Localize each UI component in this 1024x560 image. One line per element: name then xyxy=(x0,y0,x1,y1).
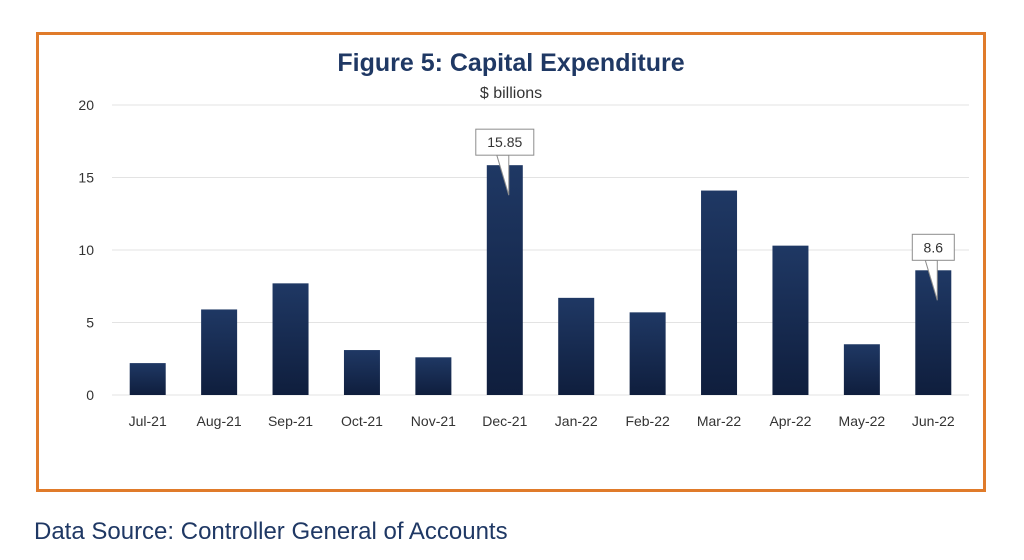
callout-box xyxy=(475,128,535,156)
bar xyxy=(343,350,380,395)
chart-subtitle: $ billions xyxy=(479,85,543,102)
y-tick-label: 5 xyxy=(86,315,94,331)
bar xyxy=(915,270,952,395)
y-tick-label: 0 xyxy=(86,387,94,403)
bar xyxy=(843,344,880,395)
x-tick-label: Oct-21 xyxy=(341,413,383,429)
x-tick-label: Mar-22 xyxy=(697,413,742,429)
x-tick-label: Sep-21 xyxy=(268,413,313,429)
data-label-callout: 15.85 xyxy=(475,128,535,196)
y-tick-label: 20 xyxy=(78,97,94,113)
bar xyxy=(772,245,809,395)
bar xyxy=(486,165,523,395)
bar xyxy=(558,297,595,395)
x-tick-label: Jun-22 xyxy=(912,413,955,429)
data-label: 15.85 xyxy=(487,134,522,150)
bar xyxy=(415,357,452,395)
bar xyxy=(272,283,309,395)
bar-chart: 0 5 10 15 20 Jul-21 Aug-21 Sep-21 Oct-21 Nov-21 De… xyxy=(78,97,969,429)
bar xyxy=(129,363,166,395)
chart-frame: Figure 5: Capital Expenditure $ billions… xyxy=(36,32,986,492)
y-tick-label: 15 xyxy=(78,170,94,186)
x-tick-label: May-22 xyxy=(839,413,886,429)
data-label: 8.6 xyxy=(924,239,944,255)
bar xyxy=(201,309,238,395)
bar xyxy=(701,190,738,395)
x-tick-label: Nov-21 xyxy=(411,413,456,429)
callout-box xyxy=(911,233,955,261)
x-tick-label: Jul-21 xyxy=(129,413,167,429)
x-tick-label: Dec-21 xyxy=(482,413,527,429)
x-tick-label: Aug-21 xyxy=(197,413,242,429)
data-source-note: Data Source: Controller General of Accou… xyxy=(34,518,508,545)
x-tick-label: Jan-22 xyxy=(555,413,598,429)
bar xyxy=(629,312,666,395)
chart-title: Figure 5: Capital Expenditure xyxy=(337,49,685,77)
x-tick-label: Apr-22 xyxy=(769,413,811,429)
x-tick-label: Feb-22 xyxy=(625,413,670,429)
y-tick-label: 10 xyxy=(78,242,94,258)
data-label-callout: 8.6 xyxy=(911,233,955,301)
